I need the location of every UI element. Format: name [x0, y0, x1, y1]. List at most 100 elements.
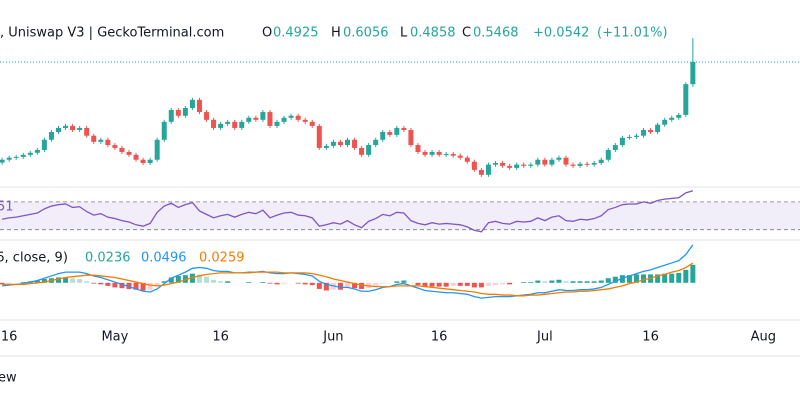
candle-body: [352, 139, 358, 148]
candle-body: [570, 164, 576, 166]
candle-body: [147, 159, 153, 163]
macd-histogram-bar: [140, 282, 146, 291]
macd-histogram-bar: [690, 264, 696, 283]
candle-body: [6, 157, 12, 160]
candle-body: [598, 159, 604, 163]
macd-histogram-bar: [605, 278, 611, 283]
macd-histogram-bar: [126, 282, 132, 289]
candle-body: [133, 154, 139, 160]
macd-histogram-bar: [598, 280, 604, 283]
macd-histogram-bar: [77, 279, 83, 283]
macd-histogram-bar: [633, 274, 639, 283]
macd-histogram-bar: [584, 281, 590, 283]
candle-body: [154, 139, 160, 160]
candle-body: [225, 121, 231, 124]
candle-body: [211, 119, 217, 128]
macd-histogram-bar: [676, 272, 682, 283]
macd-histogram-bar: [147, 282, 153, 290]
signal-line: [2, 262, 694, 297]
candle-body: [584, 163, 590, 165]
macd-histogram-bar: [267, 282, 273, 284]
macd-histogram-bar: [20, 282, 26, 283]
candle-body: [471, 161, 477, 170]
macd-histogram-bar: [669, 273, 675, 283]
macd-histogram-bar: [485, 282, 491, 286]
macd-histogram-bar: [161, 281, 167, 283]
ohlc-letter: C: [462, 26, 471, 41]
candle-body: [344, 139, 350, 146]
candle-body: [63, 125, 69, 128]
candle-body: [521, 164, 527, 166]
candle-body: [380, 132, 386, 140]
macd-histogram-bar: [260, 282, 266, 283]
macd-value: 0.0496: [141, 251, 187, 266]
macd-histogram-bar: [168, 277, 174, 283]
macd-histogram-bar: [493, 282, 499, 286]
macd-histogram-bar: [443, 282, 449, 287]
change-percent: (+11.01%): [597, 26, 668, 41]
macd-histogram-bar: [549, 280, 555, 283]
macd-histogram-bar: [98, 282, 104, 285]
macd-histogram-bar: [211, 279, 217, 283]
candle-body: [669, 117, 675, 120]
macd-histogram-bar: [105, 282, 111, 286]
candle-body: [13, 156, 19, 158]
candle-body: [415, 145, 421, 152]
ohlc-value: 0.6056: [343, 26, 389, 41]
ohlc-letter: L: [400, 26, 408, 41]
candle-body: [302, 119, 308, 122]
candle-body: [84, 127, 90, 136]
candle-body: [690, 62, 696, 85]
candle-body: [655, 124, 661, 133]
candle-body: [633, 135, 639, 137]
macd-histogram-bar: [429, 282, 435, 287]
candle-body: [330, 141, 336, 146]
candle-body: [359, 147, 365, 155]
candle-body: [591, 162, 597, 165]
x-tick-label: 16: [642, 330, 659, 345]
candle-body: [204, 112, 210, 120]
candle-body: [196, 99, 202, 113]
candle-body: [493, 162, 499, 165]
x-tick-label: 16: [212, 330, 229, 345]
candle-body: [535, 159, 541, 165]
x-tick-label: Jun: [322, 330, 343, 345]
macd-histogram-bar: [41, 279, 47, 283]
macd-histogram-bar: [612, 276, 618, 283]
candle-body: [450, 154, 456, 156]
candle-body: [218, 123, 224, 128]
macd-histogram-bar: [528, 282, 534, 283]
candle-body: [387, 132, 393, 135]
candle-body: [98, 139, 104, 142]
candle-body: [323, 145, 329, 148]
macd-histogram-bar: [281, 282, 287, 284]
candle-body: [189, 99, 195, 108]
macd-histogram-bar: [683, 269, 689, 283]
macd-histogram-bar: [570, 281, 576, 283]
candle-body: [175, 110, 181, 116]
x-tick-label: Jul: [536, 330, 553, 345]
macd-histogram-bar: [196, 274, 202, 283]
macd-histogram-bar: [641, 274, 647, 283]
candle-body: [676, 114, 682, 118]
candle-body: [549, 159, 555, 165]
candle-body: [626, 136, 632, 138]
candle-body: [485, 164, 491, 175]
macd-histogram-bar: [189, 273, 195, 283]
macd-histogram-bar: [337, 282, 343, 290]
rsi-line: [1, 190, 694, 233]
macd-histogram-bar: [309, 282, 315, 286]
candle-body: [464, 157, 470, 162]
macd-histogram-bar: [619, 275, 625, 283]
macd-histogram-bar: [471, 282, 477, 288]
macd-histogram-bar: [0, 282, 5, 285]
candle-body: [112, 145, 118, 148]
candle-body: [56, 127, 62, 133]
candle-body: [48, 132, 54, 140]
candle-body: [295, 115, 301, 120]
macd-histogram-bar: [359, 282, 365, 289]
x-tick-label: 16: [431, 330, 448, 345]
candle-body: [648, 129, 654, 133]
candle-body: [140, 159, 146, 163]
macd-histogram-bar: [133, 282, 139, 290]
